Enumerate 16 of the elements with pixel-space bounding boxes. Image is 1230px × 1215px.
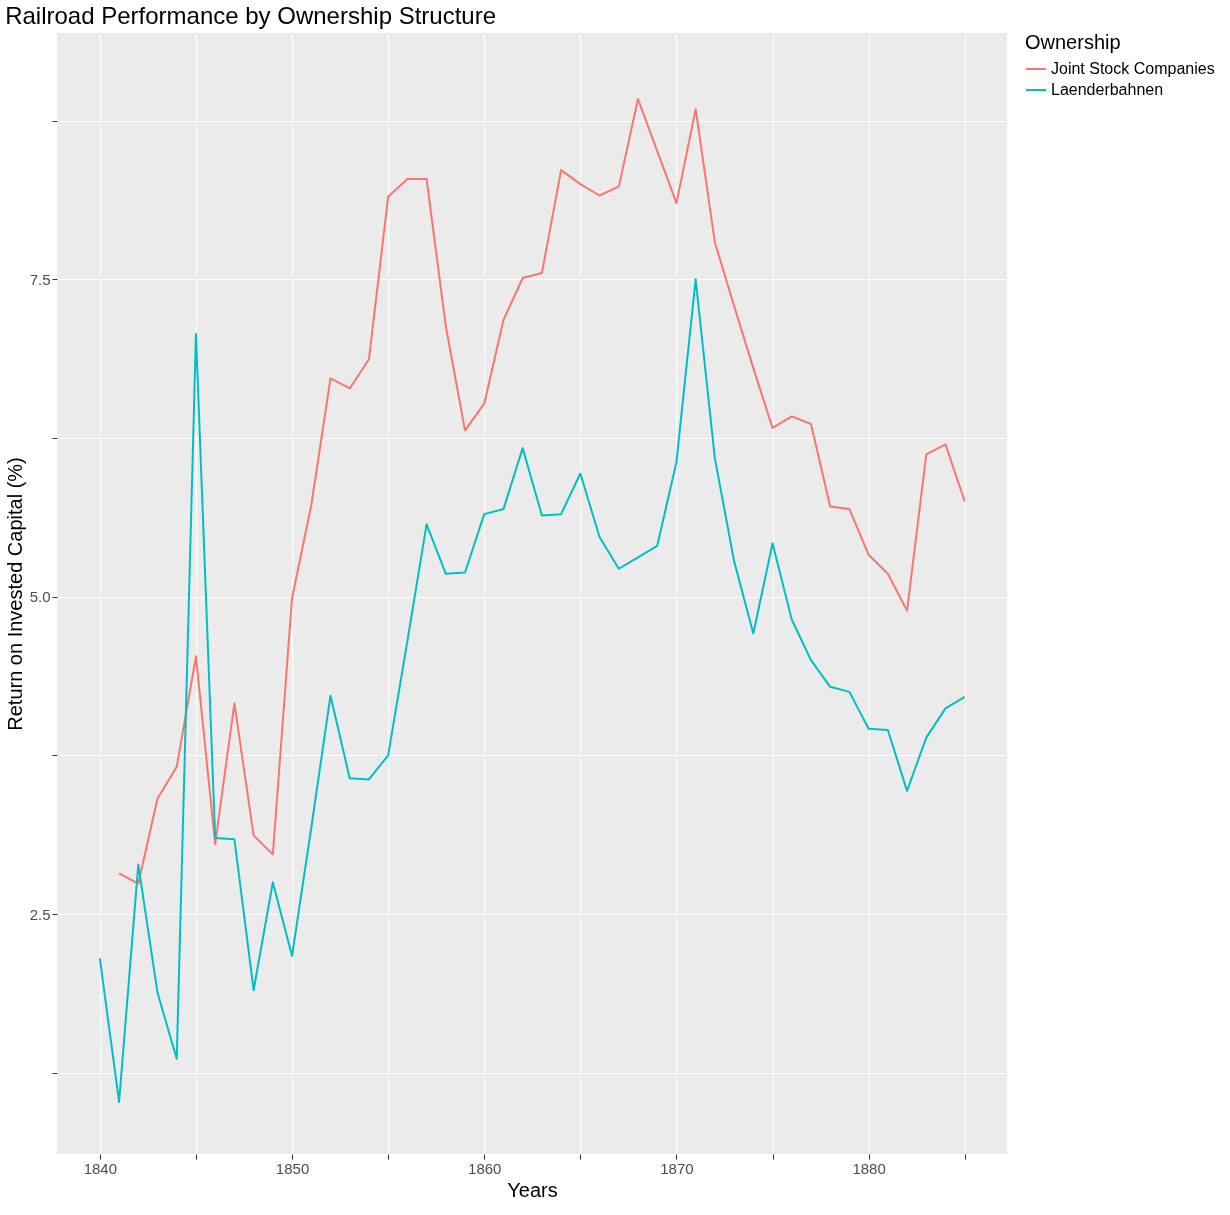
x-tick-label: 1860 [468, 1159, 502, 1177]
x-tick-label: 1880 [852, 1159, 886, 1177]
x-tick-label: 1850 [275, 1159, 310, 1177]
x-tick-label: 1840 [83, 1159, 118, 1177]
chart-title: Railroad Performance by Ownership Structure [5, 2, 497, 29]
y-tick-label: 5.0 [29, 588, 51, 606]
x-tick-label: 1870 [660, 1159, 694, 1177]
legend-label: Laenderbahnen [1051, 81, 1164, 98]
line-series [98, 278, 966, 1103]
y-axis-title: Return on Invested Capital (%) [3, 457, 26, 731]
x-axis-title: Years [507, 1178, 558, 1201]
y-tick-label: 2.5 [29, 905, 51, 923]
legend-label: Joint Stock Companies [1051, 60, 1215, 77]
y-tick-label: 7.5 [29, 270, 51, 288]
legend-title: Ownership [1025, 31, 1121, 53]
line-series [118, 98, 966, 885]
